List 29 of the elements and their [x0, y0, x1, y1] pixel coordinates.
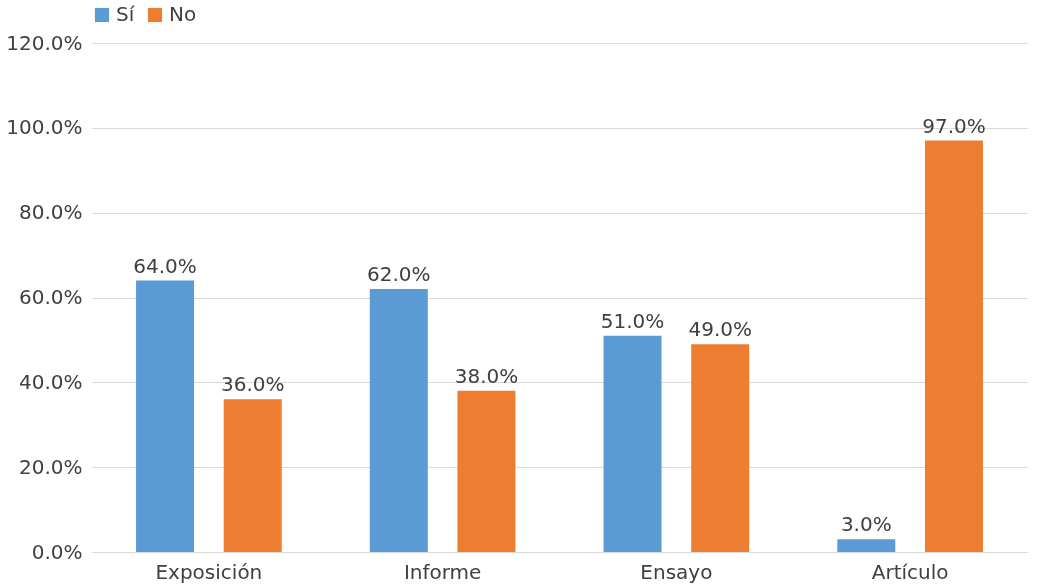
- bar: [457, 390, 516, 552]
- bar: [369, 289, 428, 552]
- data-label: 62.0%: [367, 262, 431, 287]
- y-tick-label: 20.0%: [18, 454, 83, 479]
- data-label: 51.0%: [600, 308, 665, 333]
- y-tick-label: 40.0%: [18, 369, 83, 394]
- y-tick-label: 0.0%: [31, 539, 83, 564]
- y-tick-label: 60.0%: [18, 285, 83, 309]
- legend-label: Sí: [116, 2, 136, 26]
- y-tick-label: 80.0%: [18, 200, 83, 225]
- x-tick-label: Artículo: [871, 559, 949, 584]
- bar: [924, 140, 983, 552]
- data-label: 36.0%: [220, 372, 285, 397]
- data-label: 38.0%: [454, 363, 519, 388]
- x-tick-label: Exposición: [155, 559, 263, 584]
- y-tick-label: 100.0%: [6, 115, 83, 140]
- data-label: 64.0%: [133, 253, 197, 278]
- x-tick-label: Informe: [403, 559, 482, 584]
- bar: [691, 344, 750, 552]
- bar: [223, 399, 282, 552]
- bar: [136, 280, 195, 552]
- data-label: 97.0%: [922, 113, 986, 138]
- x-tick-label: Ensayo: [640, 559, 713, 584]
- data-label: 49.0%: [688, 317, 752, 342]
- legend-label: No: [169, 2, 197, 26]
- bar: [603, 335, 662, 552]
- y-tick-label: 120.0%: [6, 30, 83, 55]
- bar: [837, 539, 896, 552]
- data-label: 3.0%: [840, 512, 892, 537]
